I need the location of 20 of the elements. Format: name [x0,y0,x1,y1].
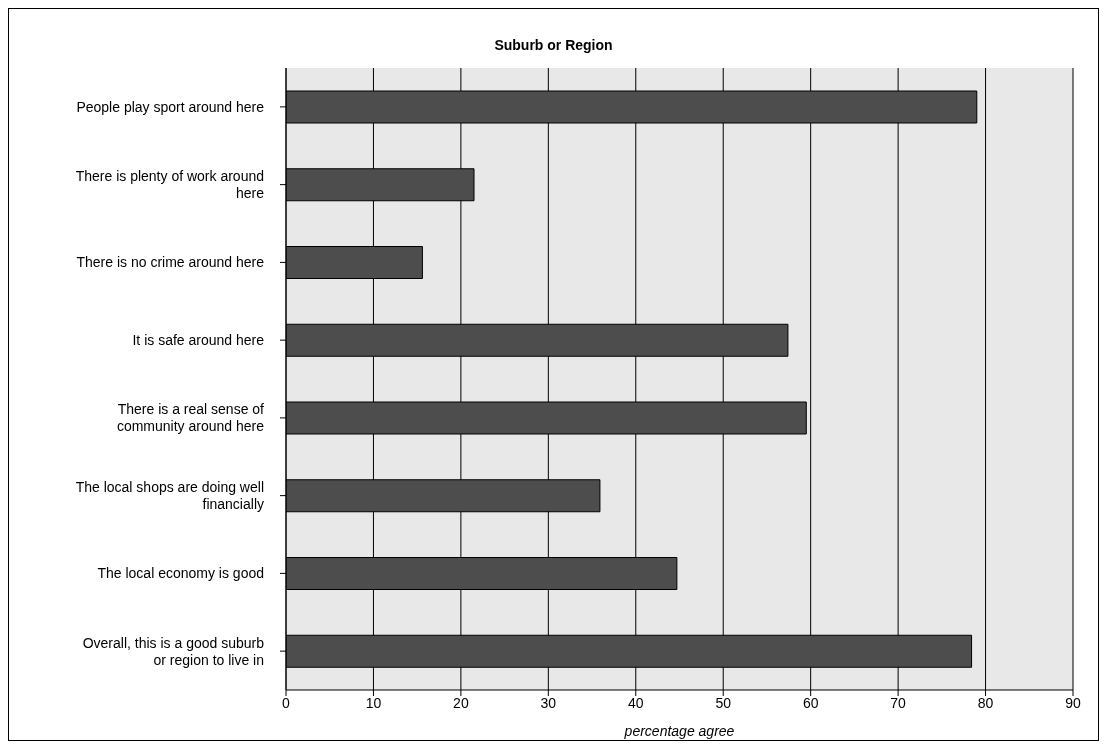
y-tick-label: There is a real sense of community around here [116,401,265,435]
y-tick-label: Overall, this is a good suburb or region to live in [82,634,265,668]
y-tick-label: The local shops are doing well financially [75,479,264,513]
y-tick-label: The local economy is good [97,565,264,582]
x-axis-title: percentage agree [623,723,735,739]
x-tick-label: 50 [715,694,732,711]
x-tick-label: 80 [977,694,994,711]
y-tick-label: People play sport around here [76,98,265,115]
x-tick-label: 20 [453,694,469,711]
y-tick-label: There is no crime around here [76,254,265,271]
x-tick-label: 60 [802,694,819,711]
x-tick-label: 10 [365,694,382,711]
x-tick-label: 40 [627,694,644,711]
chart-title: Suburb or Region [493,37,614,53]
y-tick-label: It is safe around here [132,332,265,349]
x-tick-label: 0 [282,694,291,711]
x-tick-label: 70 [890,694,907,711]
y-tick-label: There is plenty of work around here [75,168,265,202]
x-tick-label: 30 [540,694,557,711]
x-tick-label: 90 [1065,694,1081,711]
